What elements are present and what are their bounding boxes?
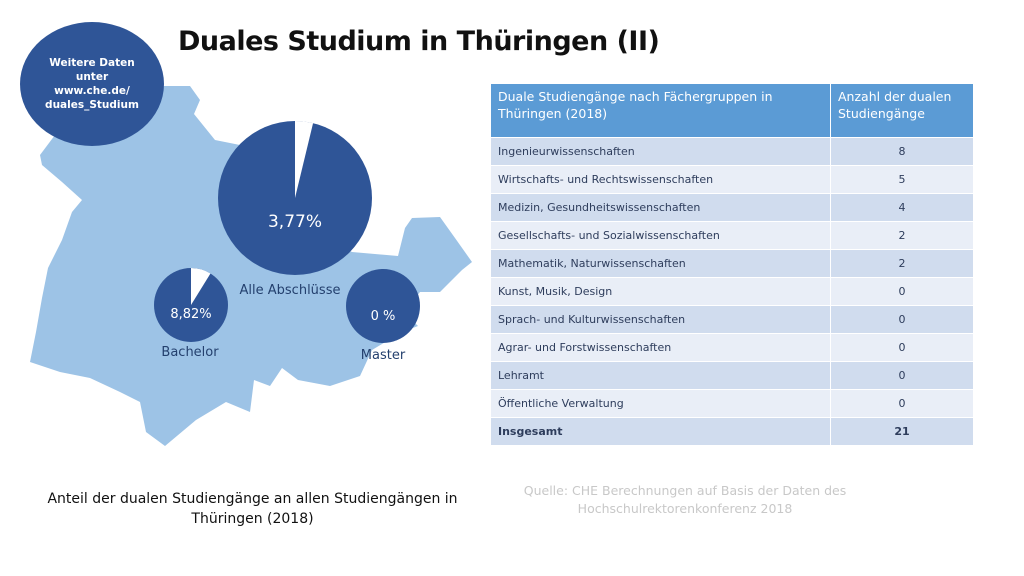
subject-cell: Gesellschafts- und Sozialwissenschaften — [490, 221, 831, 250]
subject-table: Duale Studiengänge nach Fächergruppen in… — [490, 83, 974, 446]
table-row: Wirtschafts- und Rechtswissenschaften 5 — [490, 165, 974, 194]
count-cell: 0 — [830, 305, 974, 334]
table-row: Öffentliche Verwaltung 0 — [490, 389, 974, 418]
count-cell: 8 — [830, 137, 974, 166]
table-row: Insgesamt 21 — [490, 417, 974, 446]
subject-cell: Sprach- und Kulturwissenschaften — [490, 305, 831, 334]
count-cell: 0 — [830, 333, 974, 362]
subject-cell: Agrar- und Forstwissenschaften — [490, 333, 831, 362]
table-row: Gesellschafts- und Sozialwissenschaften 2 — [490, 221, 974, 250]
table-row: Medizin, Gesundheitswissenschaften 4 — [490, 193, 974, 222]
subject-cell: Ingenieurwissenschaften — [490, 137, 831, 166]
info-line: www.che.de/ — [54, 85, 130, 97]
subject-cell: Kunst, Musik, Design — [490, 277, 831, 306]
map-shape — [30, 86, 472, 446]
table-row: Mathematik, Naturwissenschaften 2 — [490, 249, 974, 278]
table-row: Lehramt 0 — [490, 361, 974, 390]
info-line: duales_Studium — [45, 99, 139, 111]
subject-cell: Lehramt — [490, 361, 831, 390]
subject-cell: Wirtschafts- und Rechtswissenschaften — [490, 165, 831, 194]
subject-cell: Öffentliche Verwaltung — [490, 389, 831, 418]
subject-cell: Insgesamt — [490, 417, 831, 446]
count-cell: 4 — [830, 193, 974, 222]
table-row: Kunst, Musik, Design 0 — [490, 277, 974, 306]
subject-cell: Medizin, Gesundheitswissenschaften — [490, 193, 831, 222]
pie-0-dual-slice — [295, 121, 314, 198]
more-data-link-bubble[interactable]: Weitere Daten unter www.che.de/ duales_S… — [20, 22, 164, 146]
count-cell: 2 — [830, 249, 974, 278]
count-cell: 2 — [830, 221, 974, 250]
count-cell: 0 — [830, 361, 974, 390]
pie-label-all: 3,77% — [267, 212, 322, 232]
chart-caption: Anteil der dualen Studiengänge an allen … — [47, 491, 458, 527]
table-row: Ingenieurwissenschaften 8 — [490, 137, 974, 166]
pie-1-dual-slice — [191, 268, 211, 305]
pie-name-master: Master — [360, 348, 406, 363]
count-cell: 0 — [830, 389, 974, 418]
count-cell: 5 — [830, 165, 974, 194]
count-cell: 0 — [830, 277, 974, 306]
pie-label-bachelor: 8,82% — [170, 307, 212, 322]
pie-name-bachelor: Bachelor — [161, 345, 219, 360]
subject-cell: Mathematik, Naturwissenschaften — [490, 249, 831, 278]
table-row: Sprach- und Kulturwissenschaften 0 — [490, 305, 974, 334]
info-line: unter — [75, 71, 109, 83]
page-title: Duales Studium in Thüringen (II) — [178, 26, 660, 57]
pie-2-rest-slice — [346, 269, 420, 343]
column-header: Duale Studiengänge nach Fächergruppen in… — [490, 83, 831, 138]
source-note: Quelle: CHE Berechnungen auf Basis der D… — [523, 483, 847, 516]
column-header: Anzahl der dualen Studiengänge — [830, 83, 974, 138]
table-row: Agrar- und Forstwissenschaften 0 — [490, 333, 974, 362]
info-line: Weitere Daten — [49, 57, 135, 69]
pie-name-all: Alle Abschlüsse — [239, 283, 341, 298]
pie-label-master: 0 % — [370, 309, 396, 324]
count-cell: 21 — [830, 417, 974, 446]
